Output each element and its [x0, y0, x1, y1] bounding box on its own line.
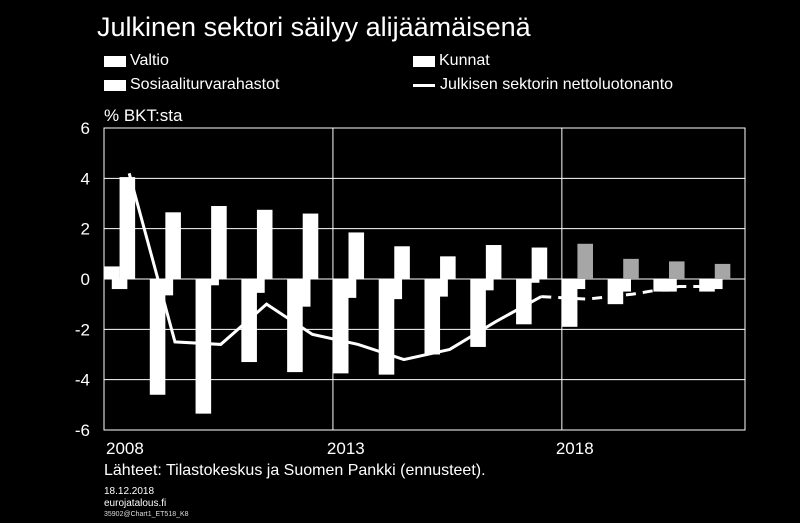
site-name: eurojatalous.fi — [104, 498, 167, 509]
source-note: Lähteet: Tilastokeskus ja Suomen Pankki … — [104, 462, 486, 479]
bar-sosiaali — [623, 258, 639, 279]
bar-sosiaali — [165, 212, 181, 279]
bar-valtio — [332, 279, 349, 374]
y-tick-label: 2 — [81, 220, 90, 239]
legend-label-kunnat: Kunnat — [439, 52, 490, 69]
chart-code: 35902@Chart1_ET518_K8 — [104, 511, 189, 518]
x-tick-label: 2013 — [327, 439, 365, 458]
line-julkinen-actual — [127, 172, 542, 362]
y-tick-label: 4 — [81, 169, 90, 188]
legend-label-sosiaali: Sosiaaliturvarahastot — [130, 76, 280, 93]
bar-sosiaali — [348, 232, 365, 279]
bar-kunnat — [706, 279, 723, 290]
bar-sosiaali — [577, 243, 593, 279]
y-tick-label: -4 — [75, 371, 90, 390]
bar-valtio — [516, 279, 532, 325]
bar-kunnat — [249, 279, 265, 293]
bar-kunnat — [615, 279, 631, 292]
bar-sosiaali — [302, 213, 319, 279]
bar-sosiaali — [531, 247, 548, 279]
legend-item-sosiaali: Sosiaaliturvarahastot — [104, 76, 279, 94]
publication-date: 18.12.2018 — [104, 486, 155, 497]
bar-sosiaali — [440, 256, 456, 279]
bar-valtio — [561, 279, 578, 327]
bar-sosiaali — [211, 206, 227, 279]
y-tick-label: -2 — [75, 320, 90, 339]
bar-kunnat — [569, 279, 586, 290]
legend-item-kunnat: Kunnat — [413, 52, 490, 70]
bar-valtio — [424, 279, 441, 355]
bar-valtio — [195, 279, 212, 414]
x-tick-label: 2018 — [556, 439, 594, 458]
legend-item-julkinen: Julkisen sektorin nettoluotonanto — [413, 76, 673, 94]
y-tick-label: 6 — [81, 119, 90, 138]
bar-kunnat — [294, 279, 311, 307]
chart-title: Julkinen sektori säilyy alijäämäisenä — [97, 12, 531, 42]
legend-swatch-kunnat — [413, 55, 435, 67]
bar-valtio — [149, 279, 166, 395]
bar-valtio — [104, 266, 120, 279]
legend-swatch-sosiaali — [104, 79, 126, 91]
bar-kunnat — [432, 279, 448, 297]
legend-label-julkinen: Julkisen sektorin nettoluotonanto — [440, 76, 674, 93]
bar-kunnat — [478, 279, 494, 291]
bar-sosiaali — [119, 177, 136, 279]
legend-swatch-valtio — [104, 55, 126, 67]
y-axis-unit-label: % BKT:sta — [104, 106, 183, 125]
bar-sosiaali — [256, 209, 273, 279]
bar-sosiaali — [714, 263, 731, 279]
legend-label-valtio: Valtio — [130, 52, 169, 69]
y-tick-label: -6 — [75, 421, 90, 440]
bar-sosiaali — [394, 246, 410, 279]
bar-kunnat — [386, 279, 403, 300]
y-tick-label: 0 — [81, 270, 90, 289]
line-julkinen-forecast — [541, 285, 725, 301]
bar-sosiaali — [668, 261, 685, 279]
bar-kunnat — [111, 279, 128, 290]
bar-kunnat — [340, 279, 357, 298]
bar-valtio — [378, 279, 395, 375]
legend-item-valtio: Valtio — [104, 52, 169, 70]
x-tick-label: 2008 — [106, 439, 144, 458]
bar-sosiaali — [485, 245, 502, 279]
bar-kunnat — [523, 279, 540, 283]
bar-kunnat — [203, 279, 219, 286]
legend-line-julkinen — [413, 83, 435, 87]
